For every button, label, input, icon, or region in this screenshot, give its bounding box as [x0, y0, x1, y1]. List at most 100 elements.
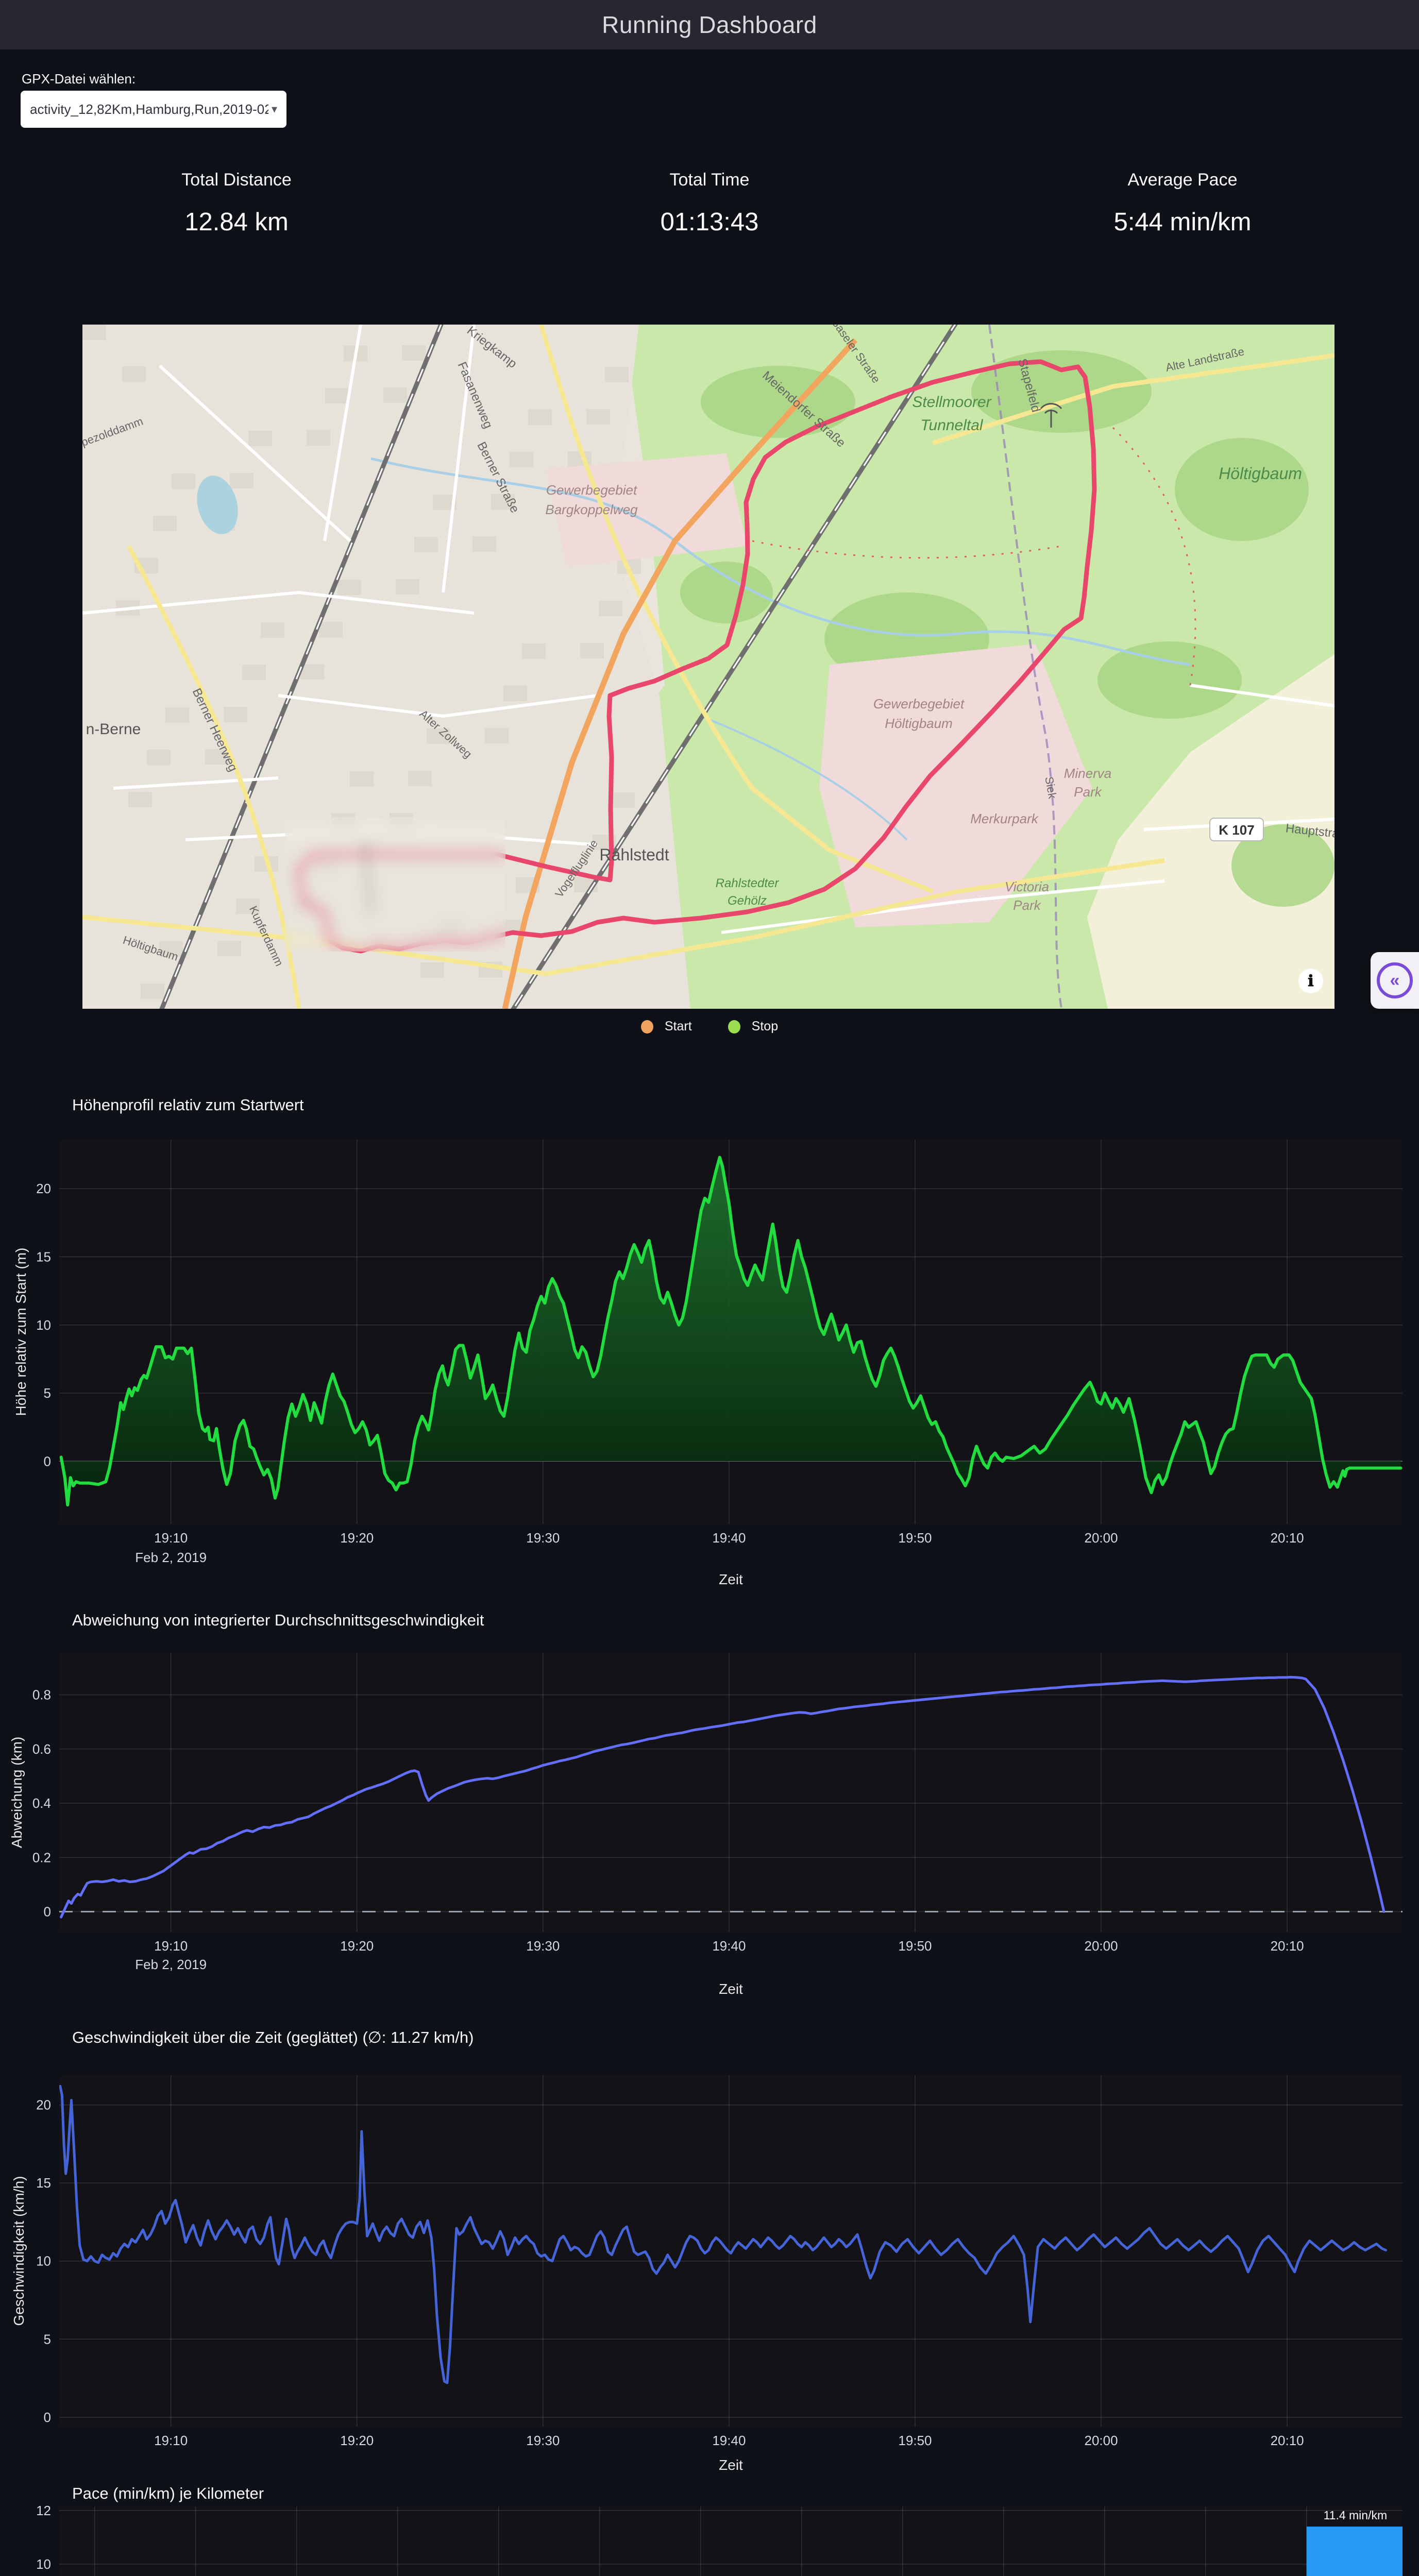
svg-text:Gewerbegebiet: Gewerbegebiet — [546, 482, 638, 498]
gpx-select-value: activity_12,82Km,Hamburg,Run,2019-02- — [30, 101, 268, 117]
gpx-select-label: GPX-Datei wählen: — [22, 71, 136, 87]
stop-marker-icon — [728, 1020, 740, 1033]
pace-bar-chart[interactable]: 5.0 min/km4.9 min/km5.2 min/km4.9 min/km… — [0, 2478, 1419, 2576]
svg-text:19:40: 19:40 — [712, 1530, 746, 1546]
svg-text:19:10: 19:10 — [154, 1938, 188, 1954]
svg-text:0.8: 0.8 — [32, 1687, 51, 1703]
svg-text:20: 20 — [36, 2097, 51, 2113]
speed-chart[interactable]: 19:10 19:20 19:30 19:40 19:50 20:00 20:10 0 5 10 1… — [0, 2017, 1419, 2476]
svg-text:20:10: 20:10 — [1271, 1530, 1304, 1546]
route-map[interactable]: Stellmoorer Tunneltal Höltigbaum Rahlstedte… — [82, 325, 1334, 1009]
svg-text:Zeit: Zeit — [719, 2457, 743, 2473]
stat-total-time: Total Time 01:13:43 — [473, 170, 946, 236]
map-attribution-icon[interactable]: ℹ — [1298, 969, 1323, 993]
svg-text:Feb 2, 2019: Feb 2, 2019 — [135, 1957, 207, 1972]
svg-text:20:00: 20:00 — [1085, 1530, 1118, 1546]
svg-text:Abweichung von integrierter Du: Abweichung von integrierter Durchschnitt… — [72, 1611, 484, 1629]
svg-text:Abweichung (km): Abweichung (km) — [9, 1737, 25, 1848]
svg-text:K 107: K 107 — [1219, 822, 1254, 838]
svg-text:Geschwindigkeit (km/h): Geschwindigkeit (km/h) — [11, 2176, 27, 2326]
svg-text:Höhe relativ zum Start (m): Höhe relativ zum Start (m) — [13, 1248, 29, 1416]
svg-text:Höltigbaum: Höltigbaum — [1219, 464, 1302, 483]
svg-text:15: 15 — [36, 1249, 51, 1265]
svg-text:19:40: 19:40 — [712, 2433, 746, 2448]
svg-text:Rahlstedt: Rahlstedt — [599, 845, 669, 864]
svg-text:Gehölz: Gehölz — [728, 894, 767, 908]
stat-label: Average Pace — [1127, 170, 1238, 190]
svg-text:Zeit: Zeit — [719, 1981, 743, 1997]
legend-item-start: Start — [640, 1019, 692, 1034]
legend-label: Start — [664, 1019, 692, 1033]
svg-text:Victoria: Victoria — [1005, 879, 1049, 894]
svg-text:Merkurpark: Merkurpark — [970, 811, 1039, 826]
legend-item-stop: Stop — [728, 1019, 778, 1034]
svg-text:20:10: 20:10 — [1271, 2433, 1304, 2448]
svg-text:n-Berne: n-Berne — [86, 721, 141, 738]
svg-text:Minerva: Minerva — [1064, 766, 1111, 781]
svg-text:19:30: 19:30 — [526, 1938, 560, 1954]
svg-text:19:10: 19:10 — [154, 2433, 188, 2448]
svg-text:Park: Park — [1074, 784, 1102, 800]
svg-text:19:30: 19:30 — [526, 1530, 560, 1546]
svg-text:Zeit: Zeit — [719, 1571, 743, 1587]
svg-text:19:20: 19:20 — [340, 2433, 374, 2448]
svg-text:12: 12 — [36, 2503, 51, 2518]
svg-text:10: 10 — [36, 1317, 51, 1333]
stat-average-pace: Average Pace 5:44 min/km — [946, 170, 1419, 236]
stat-total-distance: Total Distance 12.84 km — [0, 170, 473, 236]
svg-text:19:50: 19:50 — [898, 2433, 932, 2448]
privacy-blur-region — [285, 817, 505, 952]
svg-text:0: 0 — [44, 1453, 51, 1469]
svg-text:0.2: 0.2 — [32, 1850, 51, 1865]
svg-text:19:30: 19:30 — [526, 2433, 560, 2448]
legend-label: Stop — [751, 1019, 779, 1033]
svg-text:5: 5 — [44, 2331, 51, 2347]
svg-text:Stellmoorer: Stellmoorer — [912, 394, 991, 411]
chevron-down-icon: ▾ — [271, 103, 277, 115]
chevrons-left-icon: « — [1377, 962, 1413, 998]
map-legend: Start Stop — [0, 1019, 1419, 1034]
svg-text:11.4 min/km: 11.4 min/km — [1324, 2509, 1388, 2522]
svg-text:0.6: 0.6 — [32, 1741, 51, 1757]
stats-row: Total Distance 12.84 km Total Time 01:13… — [0, 170, 1419, 236]
svg-text:Pace (min/km) je Kilometer: Pace (min/km) je Kilometer — [72, 2484, 264, 2502]
map-canvas: Stellmoorer Tunneltal Höltigbaum Rahlstedte… — [82, 325, 1334, 1009]
svg-text:19:20: 19:20 — [340, 1530, 374, 1546]
svg-text:Rahlstedter: Rahlstedter — [716, 876, 780, 890]
svg-text:Höltigbaum: Höltigbaum — [885, 716, 953, 731]
elevation-chart[interactable]: 19:10 Feb 2, 2019 19:20 19:30 19:40 19:50 20:0… — [0, 1082, 1419, 1602]
stat-value: 5:44 min/km — [1113, 208, 1252, 236]
svg-text:Gewerbegebiet: Gewerbegebiet — [873, 696, 965, 711]
svg-text:0.4: 0.4 — [32, 1795, 51, 1811]
svg-text:Park: Park — [1013, 897, 1041, 913]
stat-label: Total Time — [669, 170, 750, 190]
svg-text:20:00: 20:00 — [1085, 1938, 1118, 1954]
svg-text:19:40: 19:40 — [712, 1938, 746, 1954]
svg-text:19:50: 19:50 — [898, 1938, 932, 1954]
svg-text:19:50: 19:50 — [898, 1530, 932, 1546]
svg-text:20: 20 — [36, 1181, 51, 1196]
svg-text:5: 5 — [44, 1385, 51, 1401]
svg-text:20:10: 20:10 — [1271, 1938, 1304, 1954]
deviation-chart[interactable]: 19:10 Feb 2, 2019 19:20 19:30 19:40 19:50 20:0… — [0, 1602, 1419, 2014]
gpx-select[interactable]: activity_12,82Km,Hamburg,Run,2019-02- ▾ — [21, 91, 286, 128]
svg-text:Bargkoppelweg: Bargkoppelweg — [545, 502, 638, 517]
app-header: Running Dashboard — [0, 0, 1419, 49]
svg-text:15: 15 — [36, 2175, 51, 2191]
svg-text:19:10: 19:10 — [154, 1530, 188, 1546]
svg-text:19:20: 19:20 — [340, 1938, 374, 1954]
svg-text:Feb 2, 2019: Feb 2, 2019 — [135, 1550, 207, 1565]
svg-text:10: 10 — [36, 2556, 51, 2572]
svg-text:Geschwindigkeit über die Zeit: Geschwindigkeit über die Zeit (geglättet… — [72, 2028, 474, 2046]
svg-text:10: 10 — [36, 2253, 51, 2269]
stat-value: 12.84 km — [184, 208, 289, 236]
stat-label: Total Distance — [181, 170, 292, 190]
svg-text:Höhenprofil relativ zum Startw: Höhenprofil relativ zum Startwert — [72, 1096, 304, 1114]
collapse-sidebar-button[interactable]: « — [1371, 952, 1419, 1009]
svg-text:20:00: 20:00 — [1085, 2433, 1118, 2448]
svg-text:Tunneltal: Tunneltal — [920, 417, 984, 434]
svg-text:0: 0 — [44, 1904, 51, 1920]
start-marker-icon — [640, 1020, 653, 1033]
svg-text:0: 0 — [44, 2410, 51, 2425]
page-title: Running Dashboard — [602, 11, 817, 38]
